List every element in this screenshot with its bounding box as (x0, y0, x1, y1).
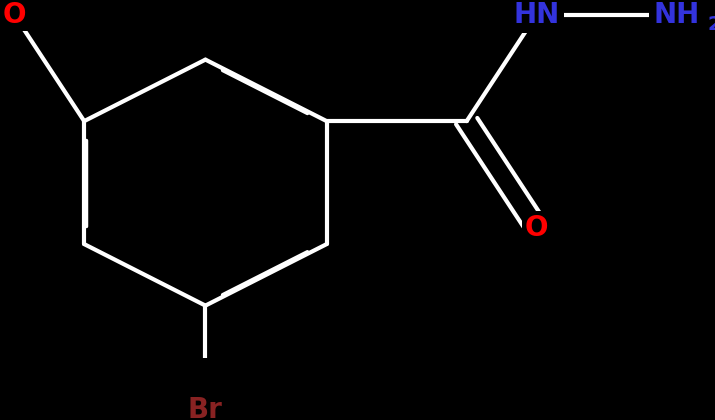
Text: O: O (2, 0, 26, 29)
Text: O: O (525, 214, 548, 241)
Text: HN: HN (513, 0, 560, 29)
Text: Br: Br (188, 396, 223, 420)
Text: NH: NH (654, 0, 700, 29)
Text: 2: 2 (707, 15, 715, 34)
